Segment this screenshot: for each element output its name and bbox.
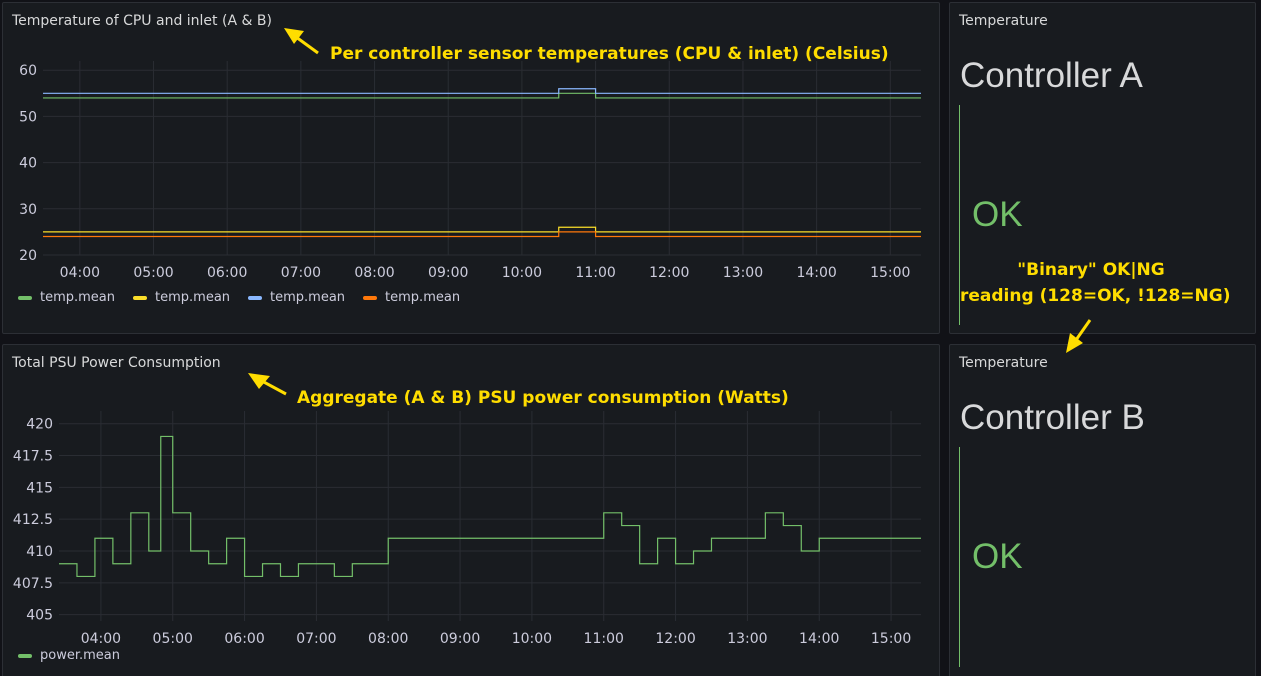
- series-line: [59, 435, 921, 578]
- legend-item[interactable]: temp.mean: [248, 290, 345, 305]
- series-line: [43, 88, 921, 94]
- y-tick-label: 410: [26, 544, 53, 560]
- x-tick-label: 04:00: [81, 631, 121, 647]
- x-tick-label: 14:00: [799, 631, 839, 647]
- legend-swatch-icon: [248, 295, 263, 300]
- legend-item[interactable]: temp.mean: [18, 290, 115, 305]
- x-tick-label: 05:00: [153, 631, 193, 647]
- x-tick-label: 09:00: [428, 265, 468, 281]
- legend-item[interactable]: power.mean: [18, 648, 120, 663]
- series-line: [43, 226, 921, 233]
- x-tick-label: 05:00: [133, 265, 173, 281]
- cpu-temp-panel-title[interactable]: Temperature of CPU and inlet (A & B): [12, 13, 272, 29]
- x-tick-label: 06:00: [207, 265, 247, 281]
- legend-label: temp.mean: [155, 290, 231, 305]
- x-tick-label: 09:00: [440, 631, 480, 647]
- x-tick-label: 04:00: [60, 265, 100, 281]
- cpu-temp-panel: Temperature of CPU and inlet (A & B) 20 3…: [2, 2, 940, 334]
- y-tick-label: 407.5: [13, 576, 53, 592]
- x-tick-label: 14:00: [796, 265, 836, 281]
- legend-swatch-icon: [133, 295, 148, 300]
- x-tick-label: 08:00: [354, 265, 394, 281]
- x-tick-label: 07:00: [296, 631, 336, 647]
- controller-a-panel: Temperature Controller A OK: [949, 2, 1256, 334]
- x-tick-label: 11:00: [575, 265, 615, 281]
- x-tick-label: 10:00: [512, 631, 552, 647]
- x-tick-label: 11:00: [584, 631, 624, 647]
- controller-b-status-value: OK: [972, 537, 1023, 576]
- cpu-temp-legend: temp.mean temp.mean temp.mean temp.mean: [18, 290, 460, 305]
- y-tick-label: 412.5: [13, 512, 53, 528]
- controller-b-status-bar: [959, 447, 960, 667]
- x-tick-label: 10:00: [502, 265, 542, 281]
- psu-power-legend: power.mean: [18, 648, 120, 663]
- controller-a-status-bar: [959, 105, 960, 325]
- controller-a-panel-title[interactable]: Temperature: [959, 13, 1048, 29]
- cpu-temp-chart[interactable]: 20 30 40 50 60 04:00 05:00 06:00 07:00 08:00 09:00…: [3, 3, 941, 293]
- controller-a-status-value: OK: [972, 195, 1023, 234]
- legend-item[interactable]: temp.mean: [133, 290, 230, 305]
- x-tick-label: 15:00: [871, 631, 911, 647]
- series-line: [43, 92, 921, 99]
- x-tick-label: 12:00: [655, 631, 695, 647]
- y-tick-label: 30: [19, 202, 37, 218]
- legend-swatch-icon: [363, 295, 378, 300]
- x-tick-label: 07:00: [281, 265, 321, 281]
- annotation-binary-line2: reading (128=OK, !128=NG): [960, 286, 1231, 306]
- controller-b-name: Controller B: [960, 398, 1145, 437]
- y-tick-label: 60: [19, 63, 37, 79]
- legend-label: temp.mean: [270, 290, 346, 305]
- controller-a-name: Controller A: [960, 56, 1143, 95]
- psu-power-chart[interactable]: 405 407.5 410 412.5 415 417.5 420 04:00 05:00 06:…: [3, 345, 941, 650]
- legend-item[interactable]: temp.mean: [363, 290, 460, 305]
- annotation-binary-line1: "Binary" OK|NG: [1017, 260, 1165, 280]
- x-tick-label: 06:00: [224, 631, 264, 647]
- annotation-binary: "Binary" OK|NG reading (128=OK, !128=NG): [960, 257, 1231, 309]
- annotation-power: Aggregate (A & B) PSU power consumption …: [297, 388, 789, 408]
- y-tick-label: 420: [26, 417, 53, 433]
- legend-label: power.mean: [40, 648, 120, 663]
- x-tick-label: 13:00: [727, 631, 767, 647]
- y-tick-label: 417.5: [13, 449, 53, 465]
- y-tick-label: 40: [19, 156, 37, 172]
- psu-power-panel-title[interactable]: Total PSU Power Consumption: [12, 355, 221, 371]
- series-line: [43, 231, 921, 238]
- controller-b-panel-title[interactable]: Temperature: [959, 355, 1048, 371]
- legend-swatch-icon: [18, 295, 32, 300]
- x-tick-label: 08:00: [368, 631, 408, 647]
- psu-power-panel: Total PSU Power Consumption 405 407.5 410 4…: [2, 344, 940, 676]
- controller-b-panel: Temperature Controller B OK: [949, 344, 1256, 676]
- x-tick-label: 13:00: [723, 265, 763, 281]
- y-tick-label: 415: [26, 480, 53, 496]
- y-tick-label: 20: [19, 248, 37, 264]
- x-tick-label: 15:00: [870, 265, 910, 281]
- y-tick-label: 405: [26, 608, 53, 624]
- annotation-temps: Per controller sensor temperatures (CPU …: [330, 44, 889, 64]
- legend-label: temp.mean: [385, 290, 461, 305]
- x-tick-label: 12:00: [649, 265, 689, 281]
- y-tick-label: 50: [19, 109, 37, 125]
- legend-swatch-icon: [18, 653, 32, 658]
- legend-label: temp.mean: [40, 290, 116, 305]
